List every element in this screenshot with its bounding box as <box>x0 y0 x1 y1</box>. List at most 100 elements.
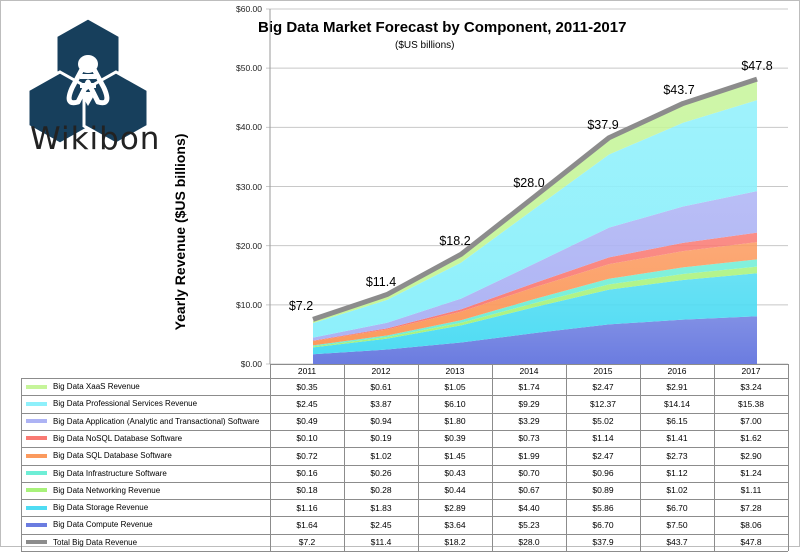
table-cell: $0.94 <box>344 413 418 430</box>
table-cell: $8.06 <box>714 516 788 533</box>
table-cell: $1.80 <box>418 413 492 430</box>
table-cell: $2.45 <box>344 516 418 533</box>
legend-swatch <box>26 471 47 475</box>
x-tick-label: 2016 <box>640 366 714 376</box>
table-cell: $14.14 <box>640 395 714 412</box>
legend-row: Total Big Data Revenue <box>21 534 270 551</box>
y-tick-label: $30.00 <box>220 182 262 192</box>
table-cell: $4.40 <box>492 499 566 516</box>
table-cell: $15.38 <box>714 395 788 412</box>
legend-swatch <box>26 402 47 406</box>
table-cell: $0.72 <box>270 447 344 464</box>
legend-label: Big Data Professional Services Revenue <box>53 399 197 408</box>
x-tick-label: 2011 <box>270 366 344 376</box>
table-cell: $0.49 <box>270 413 344 430</box>
data-label: $28.0 <box>513 176 544 190</box>
table-cell: $3.24 <box>714 378 788 395</box>
table-cell: $0.96 <box>566 465 640 482</box>
legend-swatch <box>26 385 47 389</box>
table-cell: $0.16 <box>270 465 344 482</box>
table-cell: $2.45 <box>270 395 344 412</box>
table-cell: $3.29 <box>492 413 566 430</box>
legend-swatch <box>26 488 47 492</box>
table-cell: $11.4 <box>344 534 418 551</box>
table-cell: $5.02 <box>566 413 640 430</box>
legend-row: Big Data Infrastructure Software <box>21 465 270 482</box>
table-cell: $12.37 <box>566 395 640 412</box>
table-cell: $0.35 <box>270 378 344 395</box>
table-cell: $7.28 <box>714 499 788 516</box>
data-label: $47.8 <box>741 59 772 73</box>
y-tick-label: $0.00 <box>220 359 262 369</box>
table-column-divider <box>788 364 789 551</box>
legend-row: Big Data Storage Revenue <box>21 499 270 516</box>
data-label: $37.9 <box>587 118 618 132</box>
table-cell: $1.64 <box>270 516 344 533</box>
table-cell: $1.02 <box>640 482 714 499</box>
table-cell: $1.02 <box>344 447 418 464</box>
legend-swatch <box>26 454 47 458</box>
x-tick-label: 2017 <box>714 366 788 376</box>
table-cell: $0.43 <box>418 465 492 482</box>
legend-label: Big Data NoSQL Database Software <box>53 434 182 443</box>
x-axis-line <box>270 364 788 365</box>
x-tick-label: 2015 <box>566 366 640 376</box>
table-cell: $0.19 <box>344 430 418 447</box>
table-cell: $7.2 <box>270 534 344 551</box>
legend-row: Big Data NoSQL Database Software <box>21 430 270 447</box>
table-cell: $6.70 <box>640 499 714 516</box>
table-cell: $0.44 <box>418 482 492 499</box>
legend-row: Big Data Application (Analytic and Trans… <box>21 413 270 430</box>
table-cell: $2.89 <box>418 499 492 516</box>
legend-swatch <box>26 436 47 440</box>
legend-label: Big Data Application (Analytic and Trans… <box>53 417 259 426</box>
table-cell: $0.10 <box>270 430 344 447</box>
legend-row: Big Data Networking Revenue <box>21 482 270 499</box>
table-cell: $2.47 <box>566 447 640 464</box>
legend-row: Big Data Professional Services Revenue <box>21 395 270 412</box>
table-cell: $1.24 <box>714 465 788 482</box>
table-cell: $1.62 <box>714 430 788 447</box>
table-cell: $0.70 <box>492 465 566 482</box>
legend-label: Big Data SQL Database Software <box>53 451 172 460</box>
table-cell: $0.73 <box>492 430 566 447</box>
y-tick-label: $20.00 <box>220 241 262 251</box>
table-cell: $0.28 <box>344 482 418 499</box>
table-cell: $1.45 <box>418 447 492 464</box>
table-cell: $1.16 <box>270 499 344 516</box>
legend-label: Big Data Compute Revenue <box>53 520 153 529</box>
table-cell: $1.05 <box>418 378 492 395</box>
legend-label: Total Big Data Revenue <box>53 538 137 547</box>
table-cell: $1.99 <box>492 447 566 464</box>
legend-swatch <box>26 523 47 527</box>
x-tick-label: 2013 <box>418 366 492 376</box>
legend-swatch <box>26 506 47 510</box>
y-tick-label: $60.00 <box>220 4 262 14</box>
table-cell: $0.18 <box>270 482 344 499</box>
table-cell: $2.90 <box>714 447 788 464</box>
table-cell: $6.10 <box>418 395 492 412</box>
x-tick-label: 2014 <box>492 366 566 376</box>
data-label: $7.2 <box>289 299 313 313</box>
table-cell: $5.23 <box>492 516 566 533</box>
table-cell: $47.8 <box>714 534 788 551</box>
table-cell: $37.9 <box>566 534 640 551</box>
legend-row: Big Data XaaS Revenue <box>21 378 270 395</box>
legend-swatch <box>26 540 47 544</box>
table-cell: $7.00 <box>714 413 788 430</box>
table-cell: $0.61 <box>344 378 418 395</box>
data-label: $43.7 <box>663 83 694 97</box>
table-cell: $7.50 <box>640 516 714 533</box>
table-cell: $1.74 <box>492 378 566 395</box>
table-cell: $3.87 <box>344 395 418 412</box>
legend-label: Big Data XaaS Revenue <box>53 382 140 391</box>
data-label: $11.4 <box>366 275 396 289</box>
table-cell: $0.67 <box>492 482 566 499</box>
x-tick-label: 2012 <box>344 366 418 376</box>
y-tick-label: $10.00 <box>220 300 262 310</box>
table-cell: $6.15 <box>640 413 714 430</box>
table-cell: $1.12 <box>640 465 714 482</box>
legend-row: Big Data Compute Revenue <box>21 516 270 533</box>
table-cell: $1.11 <box>714 482 788 499</box>
y-tick-label: $40.00 <box>220 122 262 132</box>
